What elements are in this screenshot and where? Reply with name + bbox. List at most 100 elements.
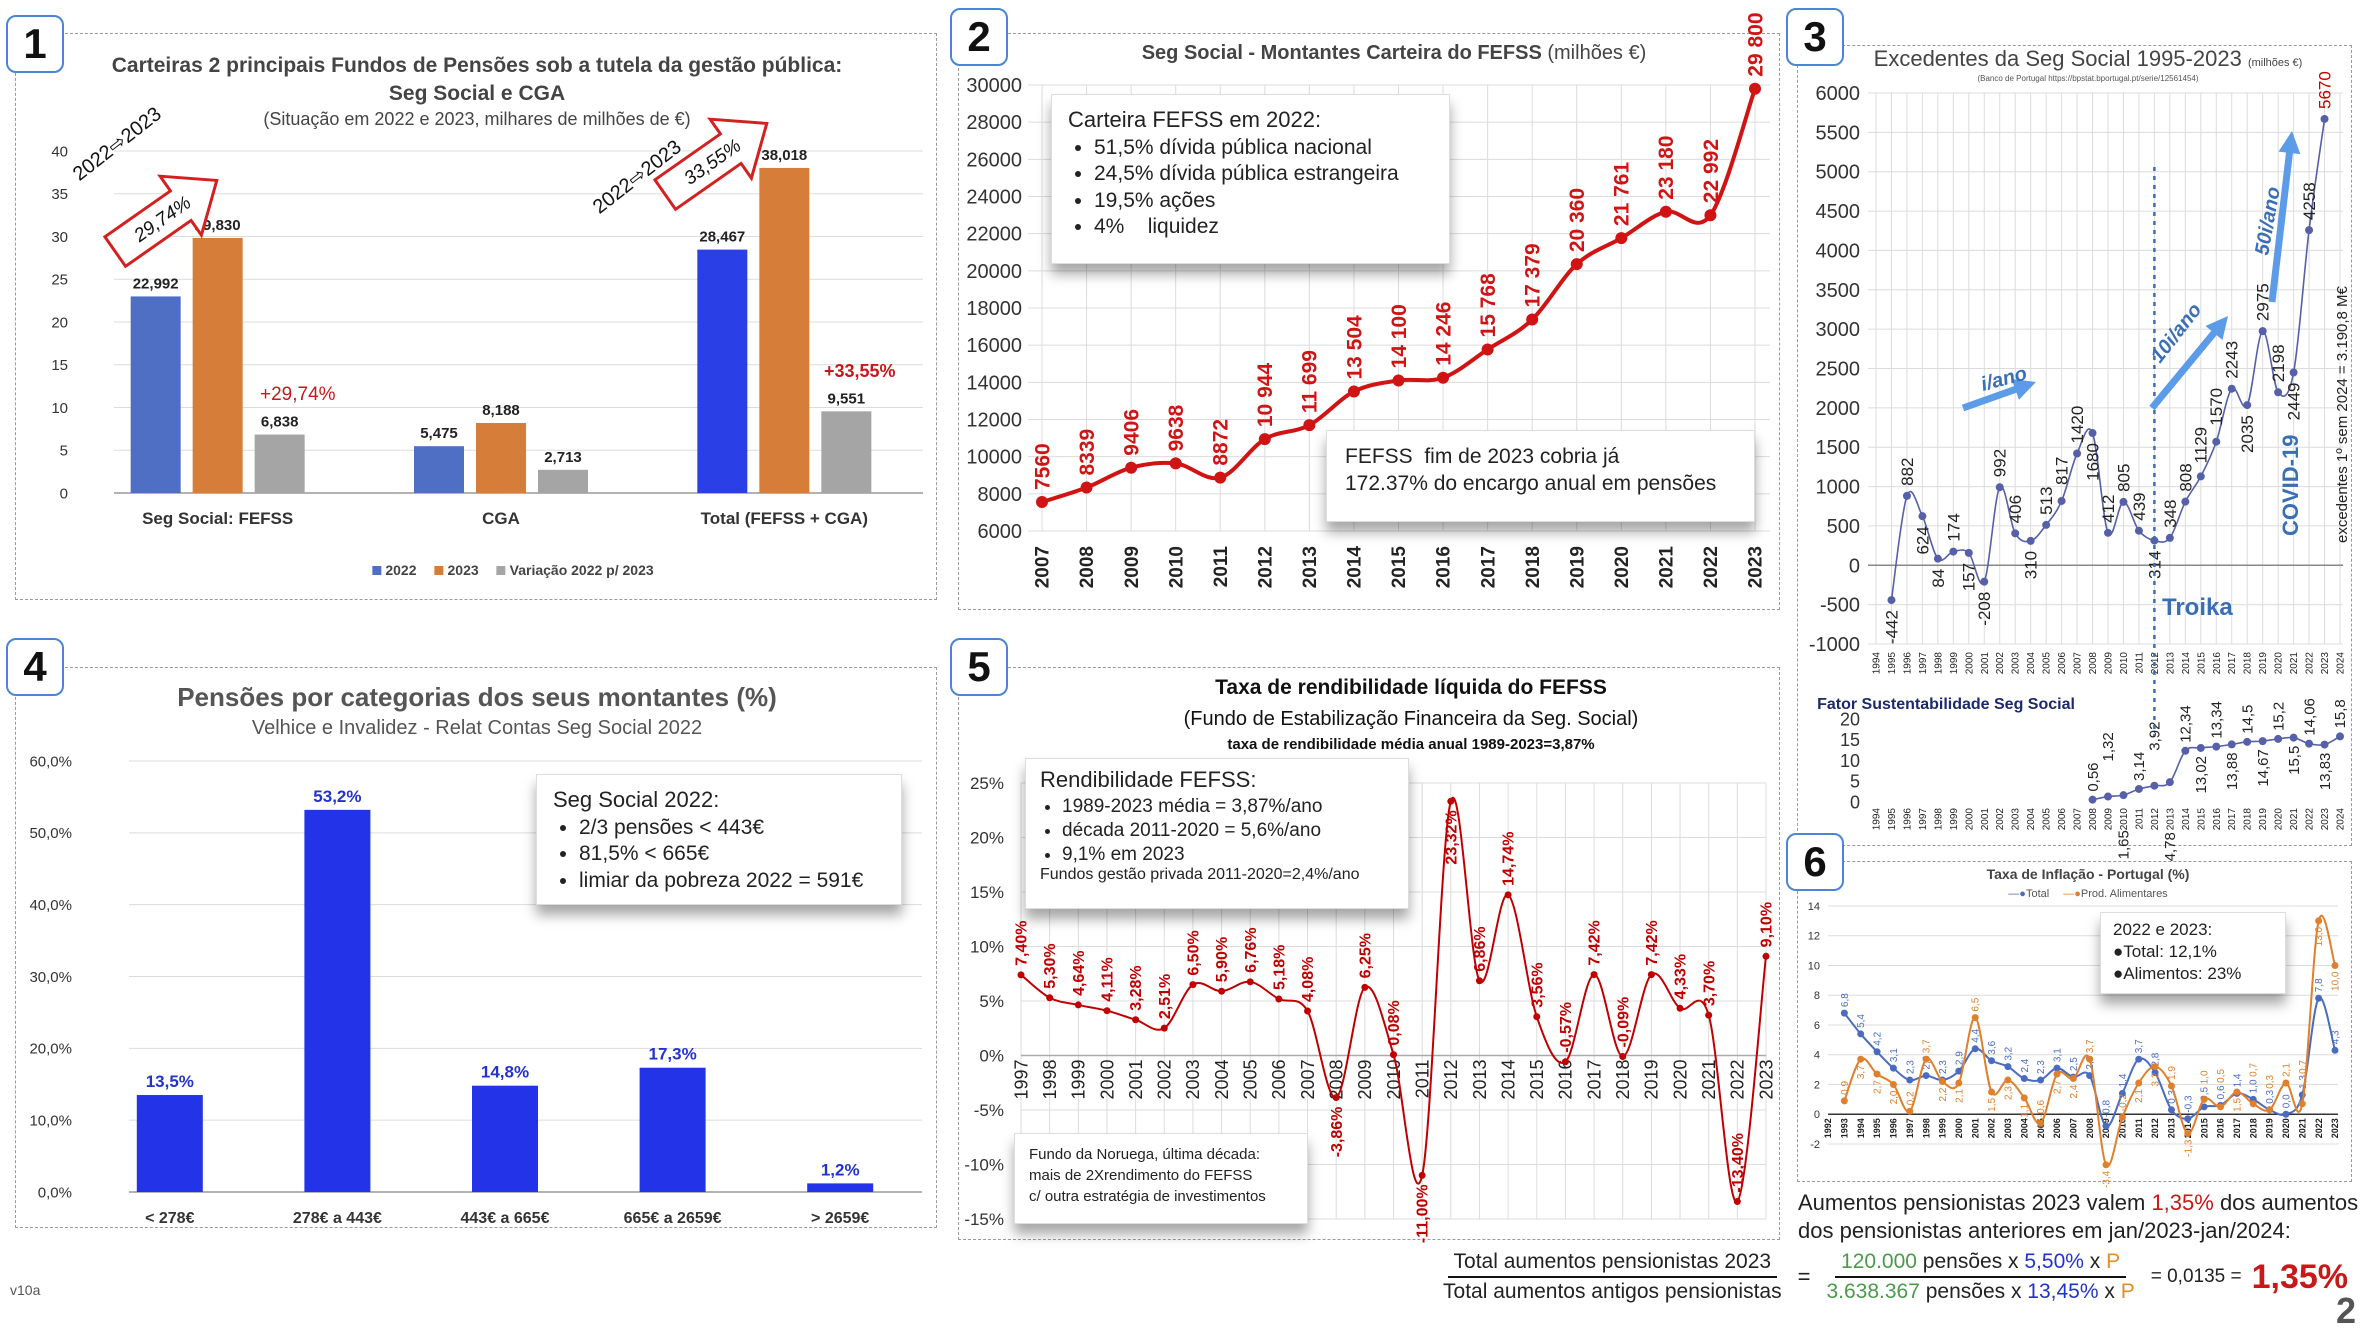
data-point	[1392, 374, 1405, 387]
chart-subtitle-average: taxa de rendibilidade média anual 1989-2…	[1227, 736, 1595, 753]
data-label: 13,88	[2224, 752, 2241, 790]
data-point	[2118, 1113, 2126, 1121]
increase-ratio-formula: Total aumentos pensionistas 2023 Total a…	[1437, 1250, 2348, 1304]
x-tick-label: 2004	[2026, 652, 2037, 675]
callout-heading: Seg Social 2022:	[553, 787, 720, 812]
x-tick-label: 2004	[2026, 808, 2037, 831]
data-label: 5,18%	[1271, 945, 1288, 990]
bar-value-label: 1,2%	[821, 1160, 860, 1179]
x-tick-label: 2001	[1980, 808, 1991, 831]
data-label: 2,4	[2020, 1058, 2031, 1072]
legend-swatch	[372, 566, 382, 575]
data-label: 882	[1898, 457, 1917, 485]
data-label: 1,1	[2020, 1103, 2031, 1117]
result-value: = 0,0135 =	[2150, 1266, 2242, 1287]
y-tick-label: 15	[51, 357, 68, 374]
statement-text: dos aumentos	[2213, 1190, 2359, 1215]
data-point	[1705, 1011, 1713, 1019]
y-tick-label: 12	[1808, 931, 1820, 943]
data-point	[2026, 536, 2035, 545]
data-point	[1906, 1107, 1914, 1115]
data-point	[2282, 1110, 2290, 1118]
x-tick-label: 2023	[2330, 1118, 2340, 1138]
data-label: 13,34	[2209, 701, 2226, 739]
x-tick-label: 1997	[1011, 1060, 1031, 1100]
x-tick-label: 2017	[2227, 652, 2238, 675]
y-tick-label: 24000	[966, 187, 1022, 209]
chart-legend: —●Total —●Prod. Alimentares	[2008, 888, 2167, 900]
x-tick-label: 1996	[1902, 652, 1913, 675]
x-tick-label: 2016	[1556, 1060, 1576, 1100]
data-point	[2086, 1072, 2094, 1080]
data-point	[1918, 512, 1927, 521]
y-tick-label: 6	[1814, 1020, 1820, 1032]
data-label: 14,5	[2239, 705, 2256, 734]
trend-arrow-icon	[2149, 327, 2220, 411]
bar-value-label: 14,8%	[481, 1063, 529, 1082]
right-fraction: 120.000 pensões x 5,50% x P 3.638.367 pe…	[1820, 1250, 2140, 1304]
chart-source: (Banco de Portugal https://bpstat.bportu…	[1977, 74, 2199, 83]
surplus-side-note: excedentes 1º sem 2024 = 3.190,8 M€	[2334, 285, 2351, 543]
surplus-line-chart: -1000 -500 0 500 1000 1500 2000 2500 3000 3500 400…	[1809, 71, 2351, 861]
x-tick-label: 2019	[2258, 652, 2269, 675]
bar-value-label: 53,2%	[313, 787, 361, 806]
x-tick-label: 2017	[1584, 1060, 1604, 1100]
growth-arrow-icon	[652, 117, 769, 212]
data-point	[2004, 1063, 2012, 1071]
x-tick-label: 2008	[1077, 546, 1098, 588]
x-tick-label: 2021	[1657, 546, 1678, 589]
data-point	[1902, 491, 1911, 500]
data-label: 817	[2053, 457, 2072, 485]
data-point	[1246, 978, 1254, 986]
data-label: 84	[1929, 569, 1948, 588]
data-point	[2336, 732, 2344, 741]
data-point	[1873, 1048, 1881, 1056]
y-tick-label: 15%	[970, 883, 1004, 902]
x-tick-label: 2001	[1970, 1118, 1980, 1138]
trend-arrow-icon	[2268, 148, 2294, 303]
panel-fefss-returns: -15% -10% -5% 0% 5% 10% 15% 20% 25% 1997 1998 1999 2…	[958, 667, 1780, 1243]
legend-label: 2023	[447, 562, 479, 578]
x-tick-label: 2015	[2196, 808, 2207, 831]
y-tick-label: 500	[1827, 516, 1860, 538]
trend-arrow-head-icon	[2205, 316, 2228, 340]
y-tick-label: 60,0%	[29, 753, 72, 770]
x-tick-label: 2014	[2181, 808, 2192, 831]
data-label: -0,09%	[1615, 997, 1632, 1048]
data-point	[2258, 327, 2267, 336]
x-tick-label: 1997	[1918, 652, 1929, 675]
callout-heading: Rendibilidade FEFSS:	[1040, 767, 1257, 792]
data-point	[2119, 791, 2128, 800]
data-label: 4258	[2300, 182, 2319, 220]
x-tick-label: 2019	[1567, 546, 1588, 588]
data-point	[1980, 577, 1989, 586]
panel-pension-categories: 0,0% 10,0% 20,0% 30,0% 40,0% 50,0% 60,0% < 278€…	[15, 667, 937, 1228]
data-label: 7,40%	[1014, 920, 1031, 965]
pension-increase-statement: Aumentos pensionistas 2023 valem 1,35% d…	[1798, 1190, 2358, 1216]
x-tick-label: 2014	[2181, 652, 2192, 675]
y-tick-label: 35	[51, 186, 68, 203]
norway-fund-callout: Fundo da Noruega, última década: mais de…	[1014, 1133, 1308, 1224]
x-tick-label: 1997	[1905, 1118, 1915, 1138]
chart-title-text: Excedentes da Seg Social 1995-2023	[1873, 46, 2242, 71]
data-point	[2274, 388, 2283, 397]
x-tick-label: 2009	[1355, 1060, 1375, 1100]
data-label: 0,7	[2249, 1062, 2260, 1076]
x-tick-label: 2000	[1964, 808, 1975, 831]
data-point	[1676, 1004, 1684, 1012]
data-label: 4,4	[1971, 1028, 1982, 1042]
left-fraction: Total aumentos pensionistas 2023 Total a…	[1437, 1250, 1788, 1304]
data-point	[2258, 737, 2267, 746]
data-point	[1964, 548, 1973, 557]
chart-title: Carteiras 2 principais Fundos de Pensões…	[111, 54, 843, 77]
x-tick-label: 2024	[2336, 652, 2347, 675]
returns-callout: Rendibilidade FEFSS: 1989-2023 média = 3…	[1025, 758, 1409, 909]
bar	[807, 1183, 874, 1192]
data-label: 1,4	[2232, 1073, 2243, 1087]
data-label: 1,9	[2167, 1066, 2178, 1080]
callout-item: ●Alimentos: 23%	[2113, 964, 2242, 984]
data-point	[2151, 1063, 2159, 1071]
data-label: 3,7	[2134, 1039, 2145, 1053]
x-tick-label: 1994	[1856, 1118, 1866, 1138]
data-label: 2,3	[1938, 1060, 1949, 1074]
